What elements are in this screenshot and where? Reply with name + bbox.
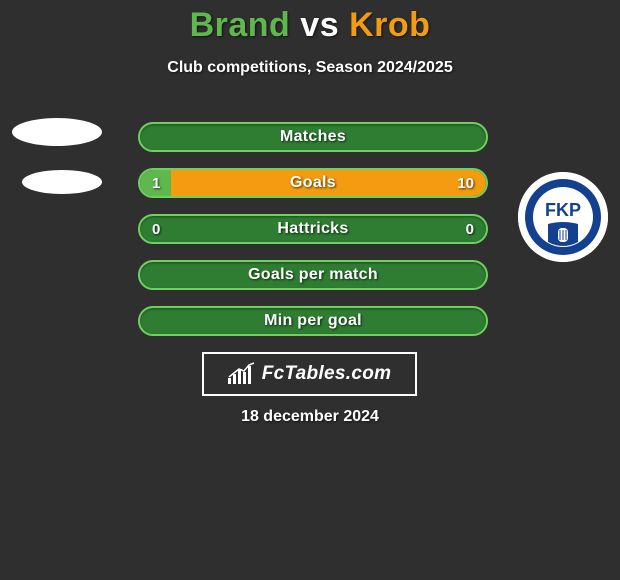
stat-label: Goals: [140, 170, 486, 196]
page-title: Brand vs Krob: [0, 0, 620, 45]
player1-name: Brand: [190, 6, 291, 44]
stat-label: Hattricks: [140, 216, 486, 242]
stat-value-left: 1: [152, 170, 160, 196]
right-badge-area: FKP: [518, 172, 608, 262]
left-badge-area: [12, 118, 102, 218]
date-label: 18 december 2024: [0, 408, 620, 426]
stat-row: Hattricks0 0: [138, 214, 488, 244]
watermark: FcTables.com: [202, 352, 417, 396]
club-badge-icon: FKP: [518, 172, 608, 262]
placeholder-ellipse: [12, 118, 102, 146]
stat-row: Matches: [138, 122, 488, 152]
vs-separator: vs: [300, 6, 339, 44]
stat-label: Goals per match: [140, 262, 486, 288]
stat-label: Min per goal: [140, 308, 486, 334]
club-badge: FKP: [518, 172, 608, 262]
player2-name: Krob: [349, 6, 430, 44]
subtitle: Club competitions, Season 2024/2025: [0, 59, 620, 77]
stat-label: Matches: [140, 124, 486, 150]
placeholder-ellipse: [22, 170, 102, 194]
stat-row: Goals1 10: [138, 168, 488, 198]
stats-container: Matches Goals1 10 Hattricks0 0 Goals per matc…: [138, 122, 488, 352]
stat-value-right: 0: [466, 216, 474, 242]
stat-row: Min per goal: [138, 306, 488, 336]
stat-value-right: 10: [457, 170, 474, 196]
bars-icon: [228, 362, 256, 386]
watermark-text: FcTables.com: [262, 363, 392, 385]
stat-value-left: 0: [152, 216, 160, 242]
comparison-card: Brand vs Krob Club competitions, Season …: [0, 0, 620, 580]
svg-text:FKP: FKP: [545, 200, 581, 220]
stat-row: Goals per match: [138, 260, 488, 290]
